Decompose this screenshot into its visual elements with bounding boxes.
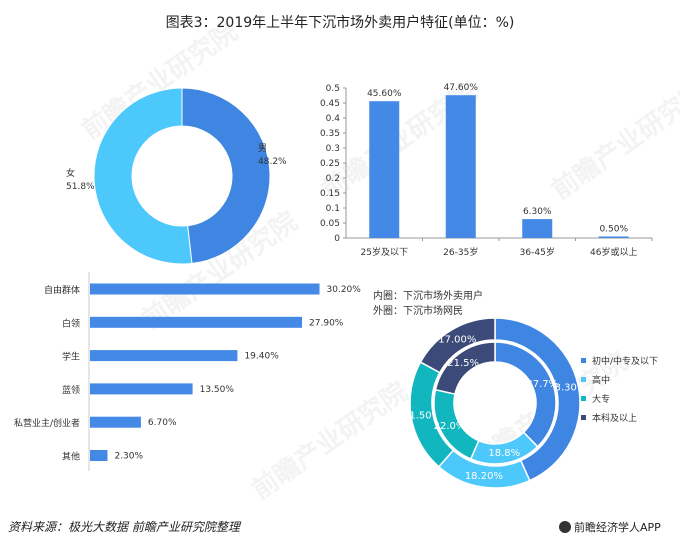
y-tick-label: 0.05 (320, 219, 340, 229)
bar (445, 95, 476, 238)
legend-label: 高中 (592, 374, 610, 386)
data-label: 2.30% (114, 452, 143, 462)
bar (369, 101, 400, 238)
logo-text: 前瞻经济学人APP (574, 520, 661, 534)
legend-label: 大专 (592, 393, 610, 405)
category-label: 学生 (62, 351, 80, 363)
data-label: 6.30% (523, 207, 552, 217)
chart-title: 图表3：2019年上半年下沉市场外卖用户特征(单位：%) (166, 14, 515, 31)
data-label: 27.90% (309, 318, 344, 328)
donut-slice-male (181, 87, 271, 264)
donut-slice-female (93, 87, 193, 265)
slice-value-label: 48.2% (258, 157, 287, 167)
data-label: 19.40% (244, 352, 279, 362)
slice-label: 女 (66, 167, 75, 179)
y-tick-label: 0.25 (320, 159, 340, 169)
category-label: 白领 (62, 317, 80, 329)
watermark-text: 前瞻产业研究院 (246, 376, 413, 506)
category-label: 自由群体 (44, 284, 80, 296)
outer-ring-data-label: 21.50% (403, 411, 441, 422)
outer-ring-data-label: 18.20% (465, 471, 503, 482)
legend-swatch (581, 358, 586, 363)
x-tick-label: 25岁及以下 (361, 246, 408, 258)
inner-ring-data-label: 18.8% (488, 448, 520, 459)
legend-label: 初中/中专及以下 (592, 355, 658, 367)
x-tick-label: 26-35岁 (443, 246, 478, 258)
inner-ring-slice (434, 341, 496, 395)
y-tick-label: 0.15 (320, 189, 340, 199)
inner-ring-data-label: 37.7% (526, 379, 558, 390)
bar (90, 450, 108, 461)
data-label: 47.60% (444, 83, 479, 93)
inner-ring-data-label: 22.0% (434, 421, 466, 432)
outer-ring-note: 外圈：下沉市场网民 (373, 304, 463, 317)
outer-ring-slice (419, 317, 496, 374)
gender-donut: 男 48.2% 女 51.8% (66, 87, 287, 265)
occupation-bar-chart: 自由群体 30.20% 白领 27.90% 学生 19.40% 蓝领 13.50% 私营业主/创… (14, 272, 361, 471)
watermark-text: 前瞻产业研究院 (546, 76, 680, 206)
legend-label: 本科及以上 (592, 412, 637, 424)
category-label: 蓝领 (62, 384, 80, 396)
y-tick-label: 0.3 (326, 144, 340, 154)
logo: 前瞻经济学人APP (559, 520, 661, 534)
category-label: 其他 (62, 451, 80, 463)
x-tick-label: 36-45岁 (520, 246, 555, 258)
bar (598, 236, 629, 238)
outer-ring-slice (494, 317, 581, 482)
y-tick-label: 0 (334, 234, 340, 244)
y-tick-label: 0.35 (320, 129, 340, 139)
bar (90, 350, 238, 362)
y-tick-label: 0.1 (326, 204, 340, 214)
y-tick-label: 0.5 (326, 84, 340, 94)
logo-icon (559, 521, 571, 533)
legend-swatch (581, 377, 586, 382)
data-label: 13.50% (200, 385, 235, 395)
legend-swatch (581, 415, 586, 420)
y-tick-label: 0.4 (326, 114, 341, 124)
bar (90, 416, 141, 428)
inner-ring-data-label: 21.5% (447, 358, 479, 369)
bar (90, 283, 320, 295)
data-label: 30.20% (327, 285, 362, 295)
y-tick-label: 0.2 (326, 174, 340, 184)
inner-ring-note: 内圈：下沉市场外卖用户 (373, 289, 483, 302)
slice-label: 男 (258, 143, 267, 154)
category-label: 私营业主/创业者 (14, 417, 80, 429)
data-label: 0.50% (599, 225, 628, 235)
source-note: 资料来源：极光大数据 前瞻产业研究院整理 (8, 520, 242, 534)
data-label: 6.70% (148, 418, 177, 428)
x-tick-label: 46岁或以上 (590, 246, 637, 258)
data-label: 45.60% (367, 89, 402, 99)
slice-value-label: 51.8% (66, 182, 95, 192)
bar (90, 383, 193, 395)
outer-ring-data-label: 17.00% (438, 334, 476, 345)
outer-ring-data-label: 43.30% (548, 383, 586, 394)
bar (90, 316, 303, 328)
age-bar-chart: 0 0.05 0.1 0.15 0.2 0.25 0.3 0.35 0.4 0.45 0.5 45.6… (320, 83, 653, 258)
bar (522, 219, 553, 238)
y-tick-label: 0.45 (320, 99, 340, 109)
legend-swatch (581, 396, 586, 401)
